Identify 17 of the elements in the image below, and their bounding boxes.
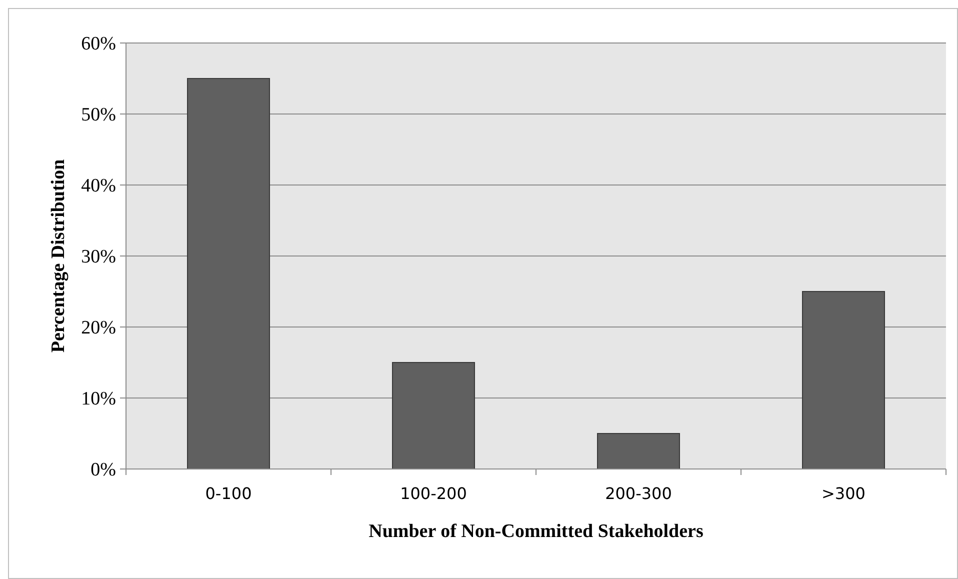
- x-tick-label: 100-200: [400, 484, 467, 503]
- y-tick-label: 30%: [81, 246, 116, 268]
- y-tick-label: 60%: [81, 34, 116, 55]
- y-tick-label: 10%: [81, 388, 116, 410]
- bar: [802, 291, 885, 470]
- y-tick-label: 40%: [81, 176, 116, 197]
- bar: [187, 78, 270, 470]
- x-axis-title: Number of Non-Committed Stakeholders: [368, 521, 704, 542]
- y-tick-label: 20%: [81, 318, 116, 339]
- y-tick-label: 0%: [90, 460, 116, 481]
- x-tick-label: 200-300: [605, 484, 672, 503]
- y-tick-label: 50%: [81, 104, 116, 126]
- x-tick-label: 0-100: [205, 484, 252, 503]
- y-axis-title: Percentage Distribution: [48, 158, 69, 353]
- bar: [392, 362, 475, 470]
- x-tick-label: >300: [822, 484, 866, 503]
- bar: [597, 433, 680, 470]
